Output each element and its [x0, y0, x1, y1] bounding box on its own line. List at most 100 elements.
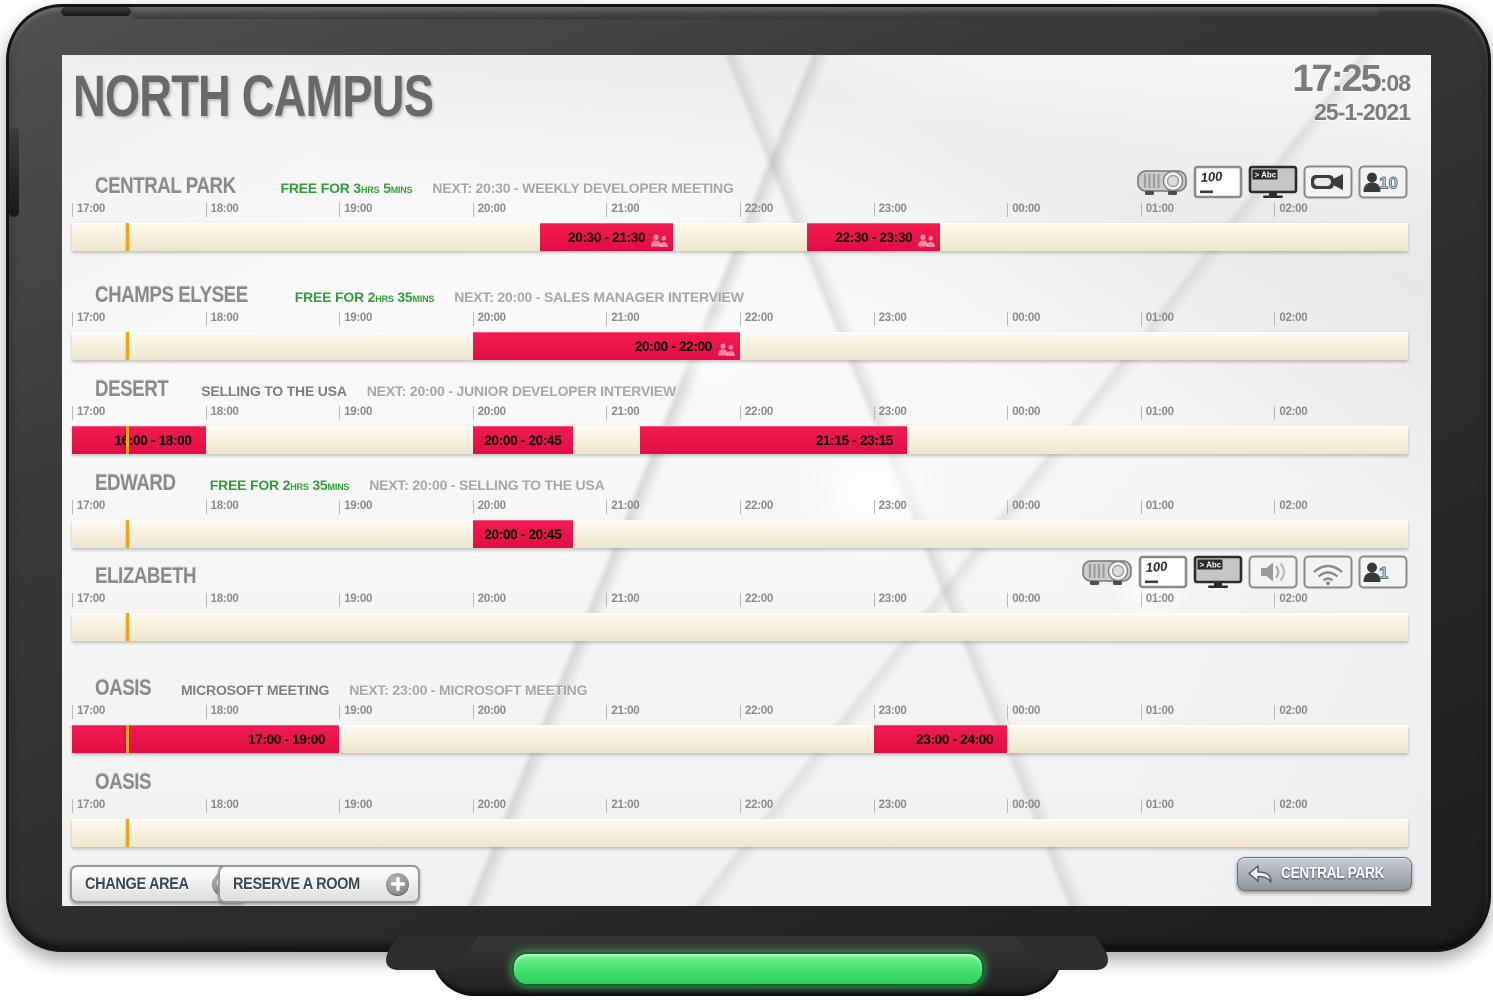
room-next-label: NEXT: 20:00 - JUNIOR DEVELOPER INTERVIEW: [366, 383, 676, 399]
booking-block[interactable]: 20:00 - 20:45: [472, 520, 573, 548]
time-scale: 17:00 18:00 19:00 20:00 21:00 22:00 23:00 00:00…: [72, 705, 1408, 720]
time-tick: 18:00: [205, 203, 239, 217]
time-tick: 20:00: [472, 705, 506, 719]
time-tick: 22:00: [740, 593, 773, 607]
current-time-marker: [126, 520, 130, 548]
time-tick: 01:00: [1140, 593, 1174, 607]
room-timeline[interactable]: 20:00 - 20:45: [72, 520, 1408, 548]
room-row: OASIS MICROSOFT MEETING NEXT: 23:00 - MI…: [62, 675, 1431, 763]
time-tick: 22:00: [740, 500, 773, 514]
booking-block[interactable]: 21:15 - 23:15: [639, 426, 907, 454]
svg-text:10: 10: [1379, 174, 1398, 193]
time-tick: 17:00: [72, 312, 105, 326]
time-tick: 21:00: [606, 406, 640, 420]
room-header: EDWARD FREE FOR 2HRS 35MINS NEXT: 20:00 …: [95, 470, 1408, 500]
time-scale: 17:00 18:00 19:00 20:00 21:00 22:00 23:00 00:00…: [72, 500, 1408, 515]
reserve-room-button[interactable]: RESERVE A ROOM: [218, 865, 421, 903]
current-time-marker: [126, 725, 130, 753]
status-led-green: [512, 952, 984, 986]
room-timeline[interactable]: 20:00 - 22:00: [72, 332, 1408, 360]
room-name: OASIS: [95, 675, 152, 700]
whiteboard-icon: 100: [1193, 165, 1243, 199]
time-tick: 20:00: [472, 500, 506, 514]
time-tick: 19:00: [339, 406, 372, 420]
clock-time: 17:25: [1292, 58, 1382, 100]
booking-block[interactable]: 20:30 - 21:30: [539, 223, 674, 251]
time-tick: 00:00: [1007, 203, 1040, 217]
booking-time-label: 16:00 - 18:00: [114, 432, 192, 448]
time-tick: 00:00: [1007, 500, 1040, 514]
room-next-label: NEXT: 23:00 - MICROSOFT MEETING: [349, 682, 588, 698]
booking-block[interactable]: 20:00 - 22:00: [472, 332, 740, 360]
room-header: DESERT SELLING TO THE USA NEXT: 20:00 - …: [95, 376, 1408, 406]
room-timeline[interactable]: 20:30 - 21:30 22:30 - 23:30: [72, 223, 1408, 251]
time-tick: 01:00: [1140, 312, 1174, 326]
time-tick: 00:00: [1007, 406, 1040, 420]
current-time-marker: [126, 426, 130, 454]
time-tick: 02:00: [1274, 406, 1308, 420]
time-tick: 22:00: [740, 312, 773, 326]
time-tick: 20:00: [472, 799, 506, 813]
time-tick: 23:00: [873, 799, 907, 813]
booking-block[interactable]: 20:00 - 20:45: [472, 426, 573, 454]
screen-icon: > Abc: [1193, 555, 1243, 588]
room-current-meeting: SELLING TO THE USA: [201, 383, 347, 399]
room-free-label: FREE FOR 2HRS 35MINS: [209, 477, 350, 493]
room-name: CENTRAL PARK: [95, 173, 236, 198]
time-tick: 00:00: [1007, 799, 1040, 813]
time-tick: 23:00: [873, 312, 907, 326]
time-tick: 02:00: [1274, 705, 1308, 719]
time-tick: 17:00: [72, 593, 105, 607]
current-time-marker: [126, 223, 130, 251]
time-scale: 17:00 18:00 19:00 20:00 21:00 22:00 23:00 00:00…: [72, 406, 1408, 421]
booking-time-label: 20:00 - 20:45: [484, 432, 562, 448]
room-row: ELIZABETH 100 > Abc 1: [62, 555, 1431, 651]
time-tick: 19:00: [339, 500, 372, 514]
room-timeline[interactable]: [72, 613, 1408, 641]
time-tick: 00:00: [1007, 312, 1040, 326]
time-tick: 20:00: [472, 203, 506, 217]
time-scale: 17:00 18:00 19:00 20:00 21:00 22:00 23:00 00:00…: [72, 312, 1408, 327]
booking-block[interactable]: 17:00 - 19:00: [72, 725, 340, 753]
speaker-icon: [1248, 555, 1298, 589]
time-tick: 22:00: [740, 799, 773, 813]
booking-block[interactable]: 16:00 - 18:00: [72, 426, 206, 454]
room-name: CHAMPS ELYSEE: [95, 282, 248, 307]
time-tick: 23:00: [873, 203, 907, 217]
back-to-room-button[interactable]: CENTRAL PARK: [1236, 857, 1412, 891]
screen-icon: > Abc: [1248, 165, 1298, 198]
time-tick: 17:00: [72, 406, 105, 420]
time-tick: 17:00: [72, 500, 105, 514]
tablet-top-button: [61, 7, 131, 16]
booking-time-label: 20:00 - 22:00: [634, 338, 712, 354]
booking-block[interactable]: 22:30 - 23:30: [806, 223, 941, 251]
booking-time-label: 23:00 - 24:00: [916, 731, 994, 747]
room-timeline[interactable]: 16:00 - 18:00 20:00 - 20:45 21:15 - 23:15: [72, 426, 1408, 454]
whiteboard-icon: 100: [1138, 555, 1188, 589]
time-tick: 20:00: [472, 593, 506, 607]
time-tick: 01:00: [1140, 500, 1174, 514]
room-header: CENTRAL PARK FREE FOR 3HRS 5MINS NEXT: 2…: [95, 165, 1408, 203]
svg-text:100: 100: [1200, 168, 1223, 185]
booking-time-label: 21:15 - 23:15: [815, 432, 893, 448]
room-header: OASIS: [95, 769, 1408, 799]
room-current-meeting: MICROSOFT MEETING: [180, 682, 330, 698]
time-tick: 22:00: [740, 203, 773, 217]
time-tick: 17:00: [72, 705, 105, 719]
svg-text:> Abc: > Abc: [1200, 561, 1222, 570]
time-tick: 22:00: [740, 705, 773, 719]
room-amenities: 100 > Abc 1: [1081, 555, 1408, 589]
room-timeline[interactable]: 17:00 - 19:00 23:00 - 24:00: [72, 725, 1408, 753]
time-tick: 01:00: [1140, 705, 1174, 719]
time-tick: 01:00: [1140, 203, 1174, 217]
time-tick: 23:00: [873, 593, 907, 607]
booking-block[interactable]: 23:00 - 24:00: [873, 725, 1008, 753]
time-tick: 20:00: [472, 406, 506, 420]
time-tick: 17:00: [72, 799, 105, 813]
booking-time-label: 20:00 - 20:45: [484, 526, 562, 542]
time-tick: 21:00: [606, 312, 640, 326]
tablet-side-button: [9, 127, 19, 217]
room-header: ELIZABETH 100 > Abc 1: [95, 555, 1408, 593]
time-tick: 02:00: [1274, 799, 1308, 813]
room-timeline[interactable]: [72, 819, 1408, 847]
